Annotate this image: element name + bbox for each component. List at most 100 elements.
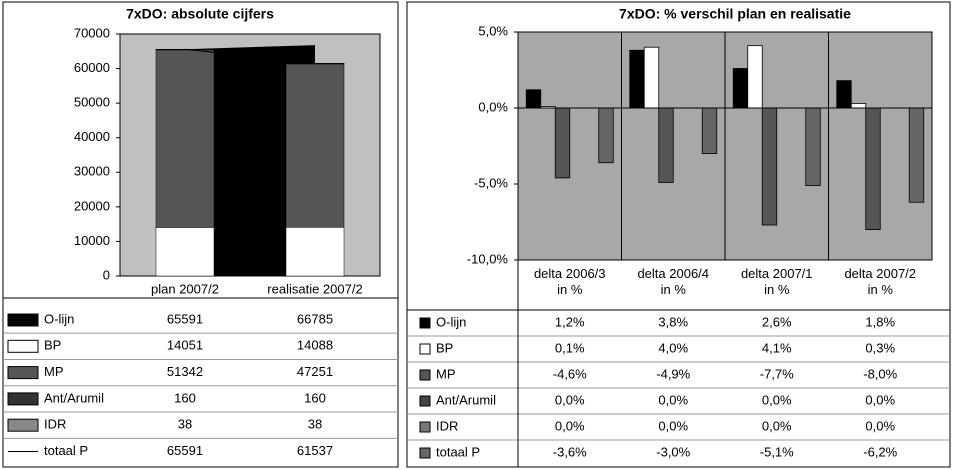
legend-label: IDR (44, 417, 66, 432)
table-value: 4,0% (658, 340, 688, 355)
y-tick-label: 0,0% (478, 99, 508, 114)
table-value: 61537 (297, 443, 333, 458)
x-tick-label: delta 2007/2 in % (844, 266, 916, 297)
table-value: 66785 (297, 311, 333, 326)
table-value: -3,0% (656, 444, 690, 459)
y-tick-label: 60000 (74, 60, 110, 75)
legend-label: BP (44, 338, 61, 353)
table-value: 1,2% (555, 314, 585, 329)
table-value: -5,1% (760, 444, 794, 459)
bar-segment (285, 63, 345, 228)
y-tick-label: 40000 (74, 129, 110, 144)
legend-label: totaal P (436, 444, 480, 459)
table-value: 160 (174, 390, 196, 405)
y-tick-label: 20000 (74, 198, 110, 213)
y-tick-label: 50000 (74, 95, 110, 110)
table-value: 0,0% (555, 392, 585, 407)
bar (598, 107, 614, 164)
legend-label: BP (436, 340, 453, 355)
bar (643, 46, 660, 109)
legend-label: MP (436, 366, 456, 381)
table-value: 0,0% (658, 418, 688, 433)
table-value: 0,0% (555, 418, 585, 433)
bar (629, 49, 645, 109)
area (185, 45, 315, 276)
y-tick-label: -10,0% (467, 251, 509, 266)
bar (850, 103, 867, 109)
bar (836, 80, 852, 109)
legend-key (7, 366, 39, 380)
bar (865, 107, 881, 230)
legend-key (419, 343, 431, 355)
table-value: 14088 (297, 338, 333, 353)
table-value: 0,0% (865, 392, 895, 407)
table-value: 0,1% (555, 340, 585, 355)
legend-key (419, 317, 431, 329)
table-value: 0,0% (762, 418, 792, 433)
bar-segment (285, 227, 345, 277)
x-tick-label: delta 2006/4 in % (637, 266, 709, 297)
table-value: 0,3% (865, 340, 895, 355)
y-tick-label: 30000 (74, 164, 110, 179)
legend-key (419, 421, 431, 433)
table-value: 0,0% (762, 392, 792, 407)
chart-title: 7xDO: absolute cijfers (126, 6, 274, 22)
x-tick-label: delta 2006/3 in % (534, 266, 606, 297)
y-tick-label: 10000 (74, 233, 110, 248)
legend-label: totaal P (44, 443, 88, 458)
y-tick-label: 5,0% (478, 23, 508, 38)
y-tick-label: 70000 (74, 25, 110, 40)
table-value: 51342 (167, 364, 203, 379)
bar (554, 107, 571, 179)
legend-key (7, 392, 39, 406)
legend-key (7, 313, 39, 327)
table-value: 1,8% (865, 314, 895, 329)
table-value: 3,8% (658, 314, 688, 329)
table-value: 38 (308, 417, 322, 432)
table-value: 2,6% (762, 314, 792, 329)
bar (747, 45, 763, 109)
table-value: 47251 (297, 364, 333, 379)
bar (908, 107, 925, 203)
bar (732, 68, 749, 109)
bar (761, 107, 778, 226)
legend-label: IDR (436, 418, 458, 433)
legend-label: Ant/Arumil (44, 390, 104, 405)
table-value: 14051 (167, 338, 203, 353)
table-value: 4,1% (762, 340, 792, 355)
bar-segment (155, 49, 215, 228)
table-value: 65591 (167, 311, 203, 326)
y-tick-label: 0 (103, 267, 110, 282)
bar-segment (155, 227, 215, 277)
table-value: -6,2% (863, 444, 897, 459)
table-value: 65591 (167, 443, 203, 458)
x-tick-label: realisatie 2007/2 (267, 281, 362, 296)
legend-label: O-lijn (436, 314, 466, 329)
legend-key (7, 418, 39, 432)
legend-label: Ant/Arumil (436, 392, 496, 407)
y-tick-label: -5,0% (474, 175, 508, 190)
legend-label: MP (44, 364, 64, 379)
bar (701, 107, 718, 154)
table-value: -3,6% (553, 444, 587, 459)
table-value: 0,0% (658, 392, 688, 407)
chart-title: 7xDO: % verschil plan en realisatie (619, 6, 851, 22)
table-value: 0,0% (865, 418, 895, 433)
legend-label: O-lijn (44, 311, 74, 326)
legend-key (419, 369, 431, 381)
table-value: 160 (304, 390, 326, 405)
table-value: 38 (178, 417, 192, 432)
line (184, 48, 316, 64)
table-value: -7,7% (760, 366, 794, 381)
table-value: -4,9% (656, 366, 690, 381)
table-value: -4,6% (553, 366, 587, 381)
x-tick-label: delta 2007/1 in % (741, 266, 813, 297)
bar (525, 89, 542, 109)
bar (658, 107, 674, 183)
bar (805, 107, 821, 186)
table-value: -8,0% (863, 366, 897, 381)
x-tick-label: plan 2007/2 (151, 281, 219, 296)
legend-key (419, 447, 431, 459)
legend-key (7, 339, 39, 353)
